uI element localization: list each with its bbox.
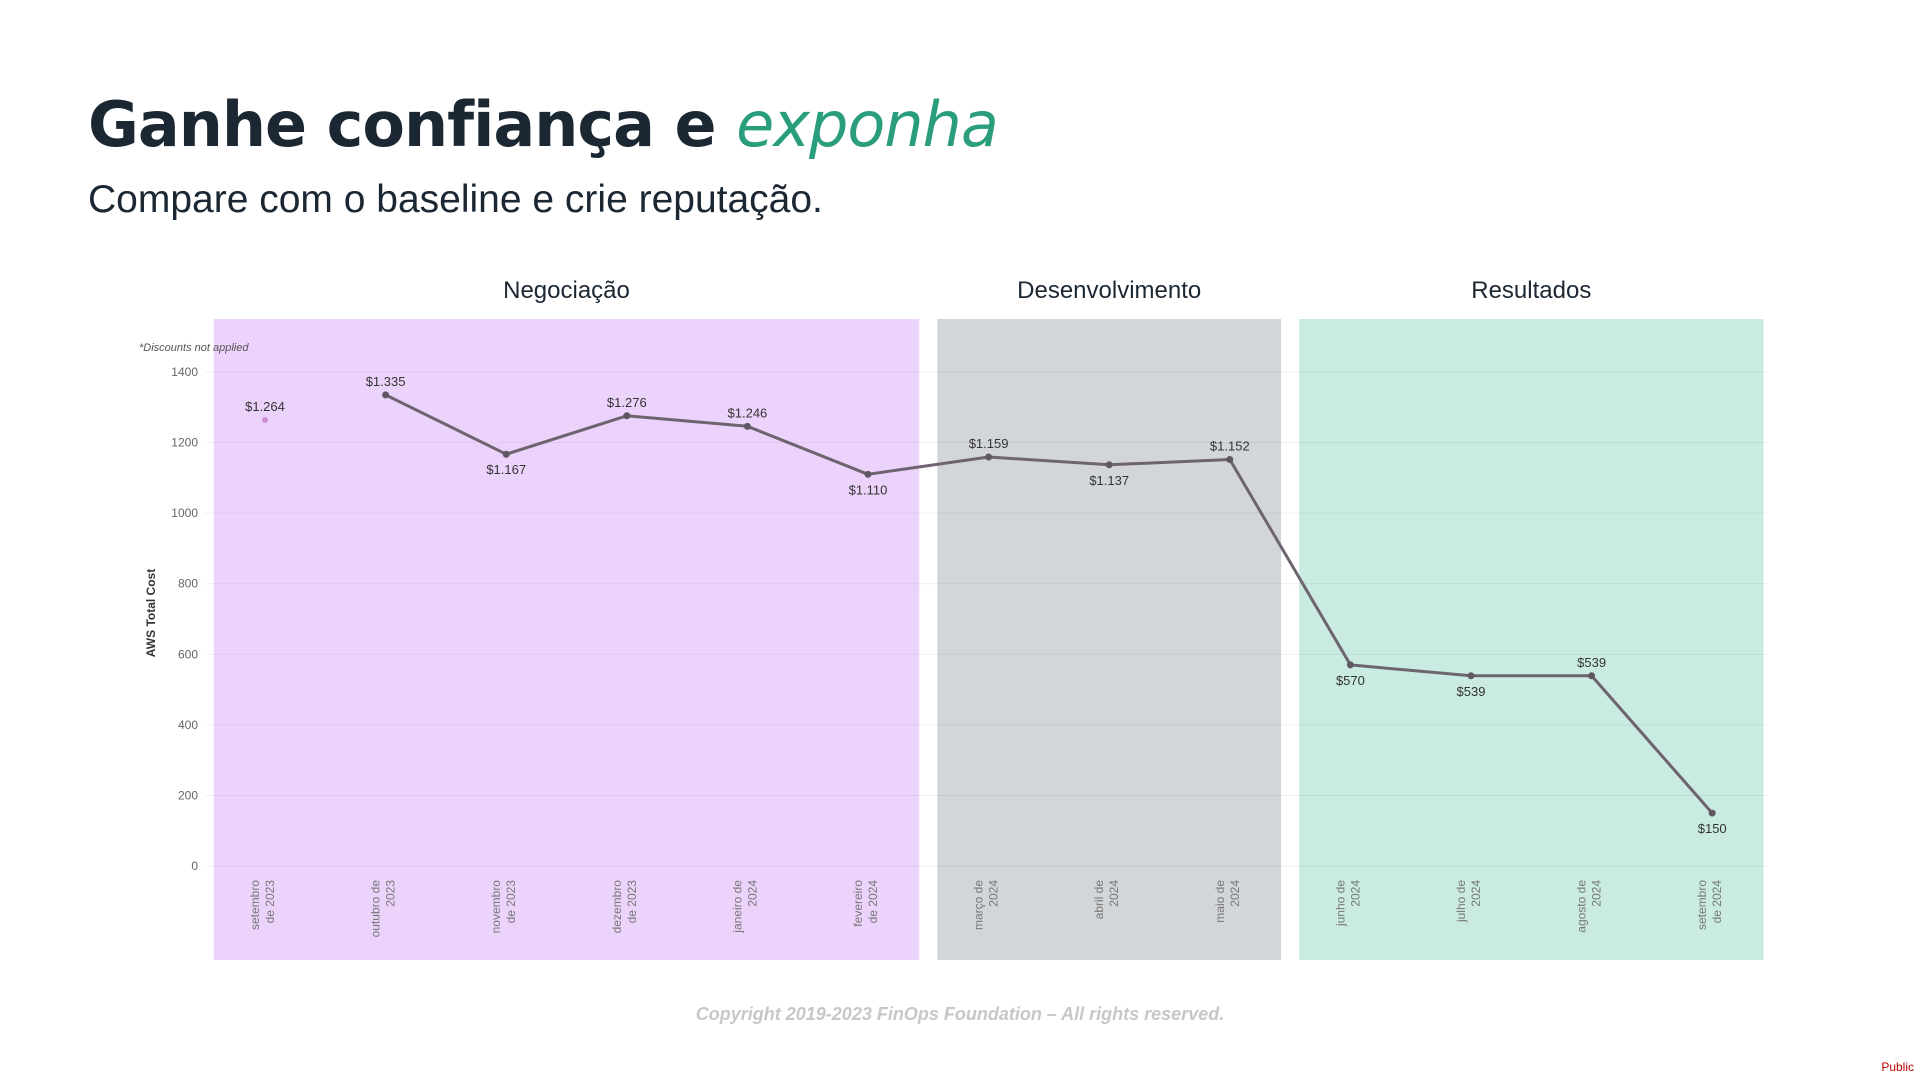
data-label: $1.264 (245, 399, 285, 414)
x-tick-label: abril de2024 (1092, 880, 1121, 920)
title-main: Ganhe confiança e (88, 88, 737, 161)
data-point (864, 470, 872, 478)
phase-band-0 (213, 319, 920, 960)
data-label: $1.276 (607, 395, 647, 410)
axes: 0 200 400 600 800 1000 1200 1400 AWS Total Cost *… (139, 342, 1724, 937)
y-tick-label: 1000 (171, 506, 198, 520)
x-tick-label: março de2024 (972, 880, 1001, 930)
title-accent: exponha (736, 88, 999, 161)
data-label: $570 (1336, 673, 1365, 688)
chart-note: *Discounts not applied (139, 342, 249, 354)
data-point (985, 453, 993, 461)
phase-band-2 (1299, 319, 1764, 960)
x-tick-label: novembrode 2023 (489, 880, 518, 934)
y-tick-label: 400 (178, 718, 198, 732)
slide-subtitle: Compare com o baseline e crie reputação. (88, 178, 823, 221)
data-label: $539 (1577, 655, 1606, 670)
phase-bands: Negociação Desenvolvimento Resultados (213, 277, 1764, 960)
data-label: $1.335 (366, 374, 406, 389)
phase-label: Resultados (1471, 277, 1591, 304)
data-point (382, 391, 390, 399)
copyright-footer: Copyright 2019-2023 FinOps Foundation – … (695, 1004, 1225, 1024)
data-point (1467, 672, 1475, 680)
data-point (1708, 809, 1716, 817)
data-labels: $1.264 $1.335 $1.167 $1.276 $1.246 $1.110 $1.1… (245, 374, 1727, 836)
y-tick-label: 1400 (171, 365, 198, 379)
data-label: $1.152 (1210, 439, 1250, 454)
phase-label: Desenvolvimento (1017, 277, 1201, 304)
x-tick-label: setembrode 2024 (1695, 880, 1724, 930)
y-tick-label: 200 (178, 788, 198, 802)
x-tick-label: fevereirode 2024 (851, 880, 880, 927)
data-point (743, 422, 751, 430)
x-tick-label: outubro de2023 (369, 880, 398, 938)
y-tick-label: 800 (178, 577, 198, 591)
data-point (1226, 456, 1234, 464)
y-axis-title: AWS Total Cost (144, 569, 158, 657)
data-point (502, 450, 510, 458)
x-tick-label: junho de2024 (1333, 880, 1362, 927)
grid-lines (205, 371, 1768, 867)
y-tick-label: 0 (191, 859, 198, 873)
x-tick-label: maio de2024 (1213, 880, 1242, 923)
cost-line-chart: Negociação Desenvolvimento Resultados 0 200… (139, 277, 1768, 960)
data-label: $1.137 (1089, 473, 1129, 488)
data-label: $1.167 (486, 462, 526, 477)
data-label: $539 (1457, 684, 1486, 699)
data-point (1588, 672, 1596, 680)
series-path (384, 393, 1714, 815)
data-label: $150 (1698, 821, 1727, 836)
classification-tag: Public (1881, 1060, 1914, 1074)
data-label: $1.246 (728, 405, 768, 420)
x-tick-label: agosto de2024 (1575, 880, 1604, 933)
x-tick-label: setembrode 2023 (248, 880, 277, 930)
phase-band-1 (937, 319, 1282, 960)
data-label: $1.110 (849, 482, 888, 497)
y-tick-label: 600 (178, 647, 198, 661)
slide-title: Ganhe confiança e exponha (88, 88, 999, 161)
phase-label: Negociação (503, 277, 630, 304)
data-point (1346, 661, 1354, 669)
data-point (1105, 461, 1113, 469)
y-tick-label: 1200 (171, 436, 198, 450)
data-label: $1.159 (969, 436, 1009, 451)
data-point (623, 412, 631, 420)
series-line (262, 391, 1716, 817)
x-tick-label: julho de2024 (1454, 880, 1483, 923)
data-point (262, 416, 268, 423)
x-tick-label: dezembrode 2023 (610, 880, 639, 934)
x-tick-label: janeiro de2024 (730, 880, 759, 934)
